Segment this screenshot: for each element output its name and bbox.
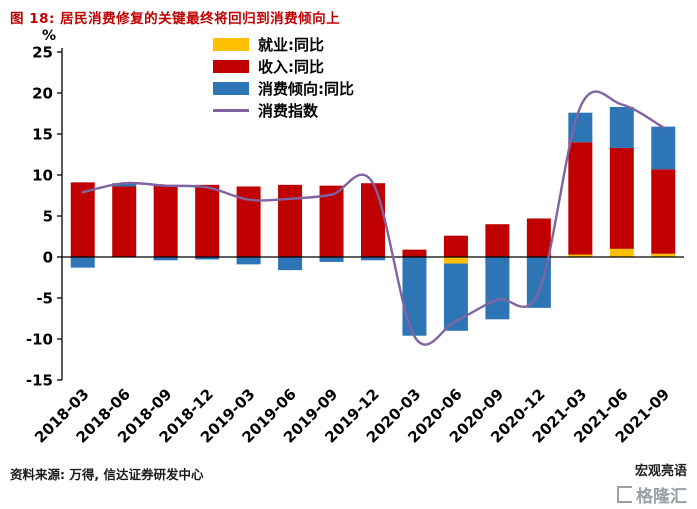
bar-segment — [236, 257, 261, 265]
legend-item: 收入:同比 — [213, 56, 354, 76]
y-tick-label: -15 — [26, 372, 53, 390]
y-tick-label: -10 — [26, 331, 53, 349]
source-note: 资料来源: 万得, 信达证券研发中心 — [10, 467, 204, 482]
bar-segment — [112, 186, 137, 257]
bar-segment — [361, 183, 385, 257]
legend-label: 就业:同比 — [258, 35, 324, 54]
bar-segment — [485, 257, 510, 320]
bar-segment — [443, 263, 468, 331]
bar-segment — [443, 257, 468, 264]
bar-segment — [278, 257, 303, 271]
bar-segment — [278, 184, 303, 257]
legend-label: 消费倾向:同比 — [258, 79, 354, 98]
bar-segment — [402, 257, 427, 336]
legend-item: 就业:同比 — [213, 34, 354, 54]
chart-area: 25 20 15 10 5 0 -5 -10 -15% 2018-03 2018-06 2018-09… — [0, 20, 697, 460]
legend-color-swatch — [213, 81, 249, 95]
y-tick-label: 25 — [32, 44, 53, 62]
bar-segment — [195, 257, 220, 260]
y-axis-unit: % — [42, 28, 56, 44]
bar-segment — [153, 184, 178, 257]
bar-segment — [609, 248, 634, 257]
index-line — [81, 90, 665, 346]
chart-legend: 就业:同比收入:同比消费倾向:同比 消费指数 — [213, 34, 354, 120]
bar-segment — [112, 183, 137, 187]
bar-segment — [651, 253, 676, 257]
bar-segment — [443, 235, 468, 257]
bar-segment — [485, 224, 510, 257]
bar-segment — [651, 169, 676, 254]
bar-segment — [319, 185, 344, 257]
watermark: 宏观亮语 格隆汇 — [617, 460, 687, 507]
legend-line-swatch — [213, 108, 249, 112]
bar-segment — [402, 249, 427, 257]
legend-label: 收入:同比 — [258, 57, 324, 76]
bar-segment — [70, 257, 95, 268]
gelonghui-logo-icon — [617, 486, 632, 503]
gelonghui-logo: 格隆汇 — [617, 482, 687, 507]
bar-segment — [651, 126, 676, 170]
y-tick-label: 5 — [43, 208, 53, 226]
gelonghui-logo-text: 格隆汇 — [636, 487, 687, 507]
bar-segment — [361, 257, 385, 261]
y-tick-label: 0 — [43, 249, 53, 267]
bar-segment — [153, 257, 178, 261]
bar-segment — [568, 142, 593, 255]
figure-title: 图 18: 居民消费修复的关键最终将回归到消费倾向上 — [10, 11, 341, 27]
y-tick-label: 20 — [32, 85, 53, 103]
bar-segment — [609, 106, 634, 148]
bar-segment — [70, 182, 95, 257]
legend-item: 消费倾向:同比 — [213, 78, 354, 98]
chart-canvas: 2520151050-5-10-15%2018-032018-062018-09… — [26, 28, 684, 447]
y-tick-label: -5 — [36, 290, 53, 308]
bar-segment — [526, 218, 551, 257]
legend-item: 消费指数 — [213, 100, 354, 120]
bar-segment — [195, 184, 220, 257]
bar-segment — [609, 147, 634, 249]
y-tick-label: 15 — [32, 126, 53, 144]
legend-color-swatch — [213, 59, 249, 73]
bar-segment — [319, 257, 344, 262]
bar-segment — [568, 254, 593, 257]
legend-color-swatch — [213, 37, 249, 51]
watermark-text: 宏观亮语 — [634, 464, 687, 479]
legend-label: 消费指数 — [258, 101, 319, 120]
y-tick-label: 10 — [32, 167, 53, 185]
